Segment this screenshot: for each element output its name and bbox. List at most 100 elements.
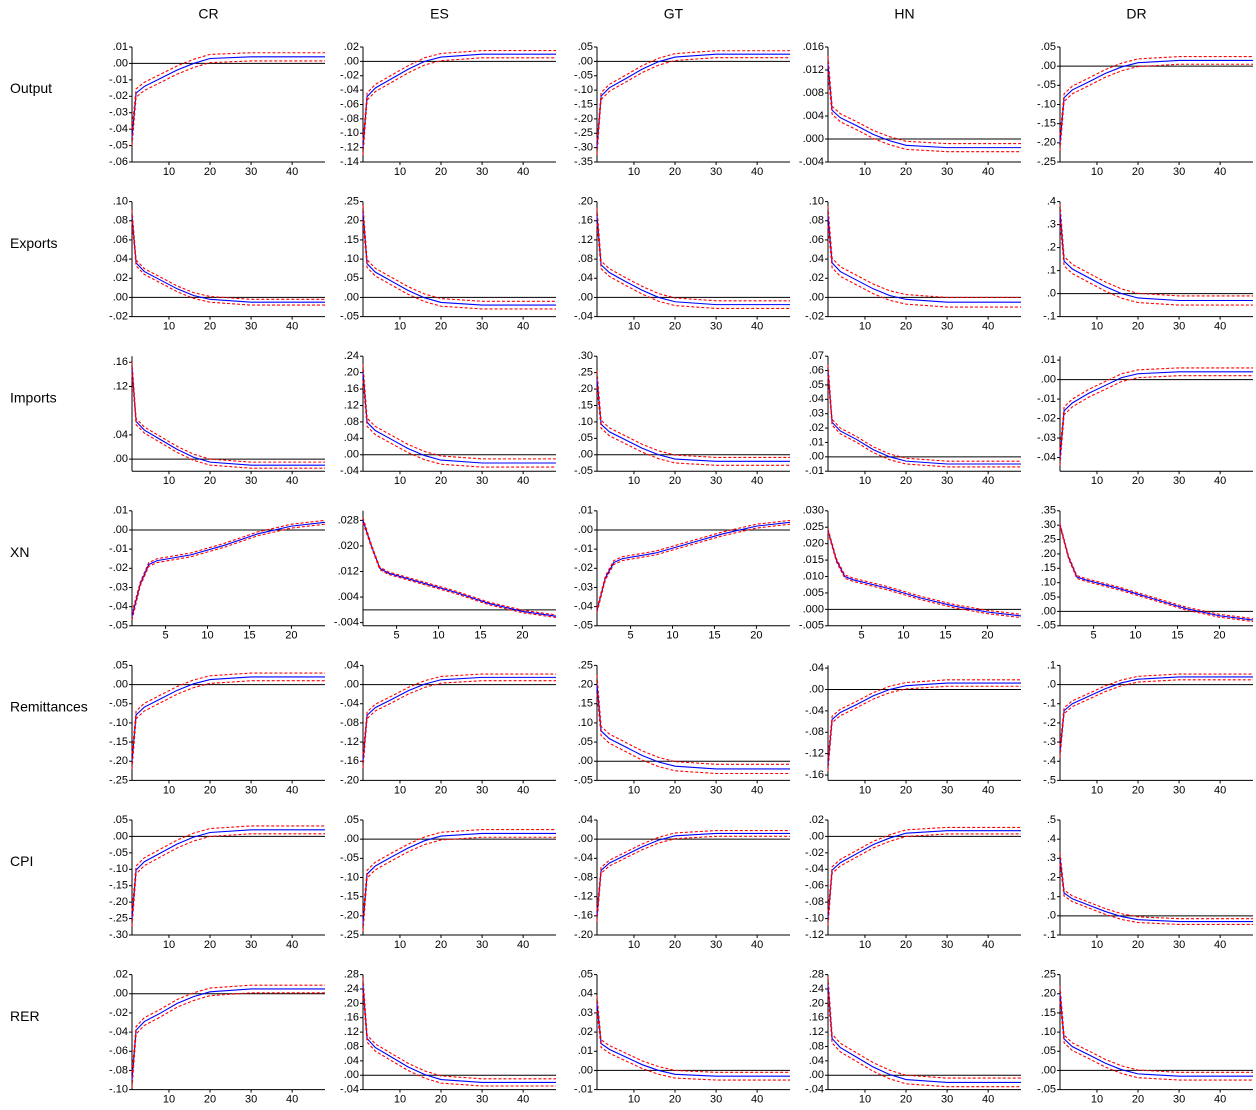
band-line — [827, 206, 1021, 298]
x-tick-label: 10 — [201, 630, 213, 642]
y-tick-label: .1 — [1047, 891, 1056, 903]
x-tick-label: 30 — [476, 166, 488, 178]
x-tick-label: 40 — [517, 321, 529, 333]
y-tick-label: .2 — [1047, 242, 1056, 254]
response-line — [131, 368, 325, 466]
x-tick-label: 20 — [1132, 784, 1144, 796]
y-tick-label: -.05 — [1037, 620, 1056, 632]
y-tick-label: .05 — [578, 736, 593, 748]
y-tick-label: .00 — [1041, 1064, 1056, 1076]
x-tick-label: 10 — [859, 784, 871, 796]
y-tick-label: .35 — [1041, 505, 1056, 517]
x-tick-label: 10 — [394, 321, 406, 333]
x-tick-label: 10 — [859, 1094, 871, 1106]
y-tick-label: -.2 — [1043, 717, 1056, 729]
band-line — [362, 517, 557, 616]
y-tick-label: .25 — [578, 367, 593, 379]
band-line — [596, 519, 791, 609]
band-line — [827, 833, 1021, 926]
y-tick-label: .20 — [1041, 548, 1056, 560]
y-tick-label: .05 — [578, 432, 593, 444]
x-tick-label: 15 — [939, 630, 951, 642]
y-tick-label: .00 — [578, 55, 593, 67]
y-tick-label: .00 — [578, 833, 593, 845]
response-line — [596, 379, 790, 462]
y-tick-label: .15 — [1041, 562, 1056, 574]
panel: .01 .00 -.01 -.02 -.03 -.04 -.05 -.06 10 20 30 40 — [109, 41, 325, 178]
band-line — [1059, 203, 1253, 297]
panel: .28 .24 .20 .16 .12 .08 .04 .00 -.04 10 20 30 40 — [805, 969, 1021, 1106]
y-tick-label: .25 — [578, 659, 593, 671]
x-tick-label: 20 — [435, 1094, 447, 1106]
y-tick-label: .12 — [578, 234, 593, 246]
y-tick-label: -.04 — [340, 465, 359, 477]
panel: .4 .3 .2 .1 .0 -.1 10 20 30 40 — [1043, 196, 1253, 333]
x-tick-label: 30 — [941, 166, 953, 178]
y-tick-label: -.25 — [340, 929, 359, 941]
panel: .016 .012 .008 .004 .000 -.004 10 20 30 40 — [799, 41, 1021, 178]
column-header: HN — [894, 6, 914, 22]
y-tick-label: .10 — [809, 196, 824, 208]
y-tick-label: -.16 — [574, 910, 593, 922]
y-tick-label: -.05 — [1037, 1084, 1056, 1096]
response-line — [827, 215, 1021, 303]
response-line — [362, 676, 556, 762]
x-tick-label: 30 — [245, 475, 257, 487]
y-tick-label: -.01 — [574, 1084, 593, 1096]
y-tick-label: .10 — [1041, 1026, 1056, 1038]
x-tick-label: 10 — [628, 321, 640, 333]
y-tick-label: -.12 — [340, 142, 359, 154]
y-tick-label: -.15 — [109, 880, 128, 892]
x-tick-label: 20 — [435, 321, 447, 333]
y-tick-label: .005 — [803, 587, 824, 599]
x-tick-label: 10 — [1129, 630, 1141, 642]
y-tick-label: -.05 — [340, 311, 359, 323]
band-line — [1059, 63, 1253, 151]
y-tick-label: -.08 — [805, 726, 824, 738]
x-tick-label: 20 — [669, 475, 681, 487]
response-line — [1059, 858, 1253, 923]
x-tick-label: 30 — [245, 939, 257, 951]
x-tick-label: 30 — [710, 1094, 722, 1106]
y-tick-label: -.25 — [109, 774, 128, 786]
y-tick-label: -.06 — [109, 1045, 128, 1057]
band-line — [131, 374, 325, 469]
band-line — [131, 221, 325, 306]
x-tick-label: 20 — [669, 1094, 681, 1106]
y-tick-label: .4 — [1047, 833, 1056, 845]
band-line — [362, 522, 557, 619]
y-tick-label: .04 — [113, 429, 128, 441]
panel: .04 .00 -.04 -.08 -.12 -.16 10 20 30 40 — [805, 662, 1021, 796]
x-tick-label: 10 — [1091, 321, 1103, 333]
y-tick-label: -.25 — [1037, 156, 1056, 168]
y-tick-label: .05 — [578, 41, 593, 53]
x-tick-label: 20 — [204, 1094, 216, 1106]
y-tick-label: .03 — [809, 408, 824, 420]
y-tick-label: .20 — [809, 997, 824, 1009]
y-tick-label: .004 — [338, 591, 359, 603]
y-tick-label: .00 — [344, 55, 359, 67]
y-tick-label: -.02 — [109, 1007, 128, 1019]
y-tick-label: .25 — [344, 196, 359, 208]
band-line — [596, 995, 790, 1073]
response-line — [1059, 993, 1253, 1077]
y-tick-label: -.04 — [1037, 451, 1056, 463]
x-tick-label: 10 — [394, 166, 406, 178]
x-tick-label: 20 — [1132, 321, 1144, 333]
x-tick-label: 30 — [941, 1094, 953, 1106]
y-tick-label: .00 — [113, 830, 128, 842]
y-tick-label: .08 — [344, 1040, 359, 1052]
y-tick-label: .00 — [113, 57, 128, 69]
panel: .02 .00 -.02 -.04 -.06 -.08 -.10 10 20 30 40 — [109, 969, 325, 1106]
y-tick-label: -.05 — [340, 852, 359, 864]
x-tick-label: 30 — [710, 784, 722, 796]
x-tick-label: 30 — [476, 321, 488, 333]
x-tick-label: 5 — [859, 630, 865, 642]
y-tick-label: .00 — [809, 830, 824, 842]
panel: .20 .16 .12 .08 .04 .00 -.04 10 20 30 40 — [574, 196, 790, 333]
x-tick-label: 40 — [751, 784, 763, 796]
y-tick-label: .02 — [809, 814, 824, 826]
y-tick-label: .0 — [1047, 678, 1056, 690]
x-tick-label: 10 — [394, 784, 406, 796]
y-tick-label: .20 — [578, 383, 593, 395]
